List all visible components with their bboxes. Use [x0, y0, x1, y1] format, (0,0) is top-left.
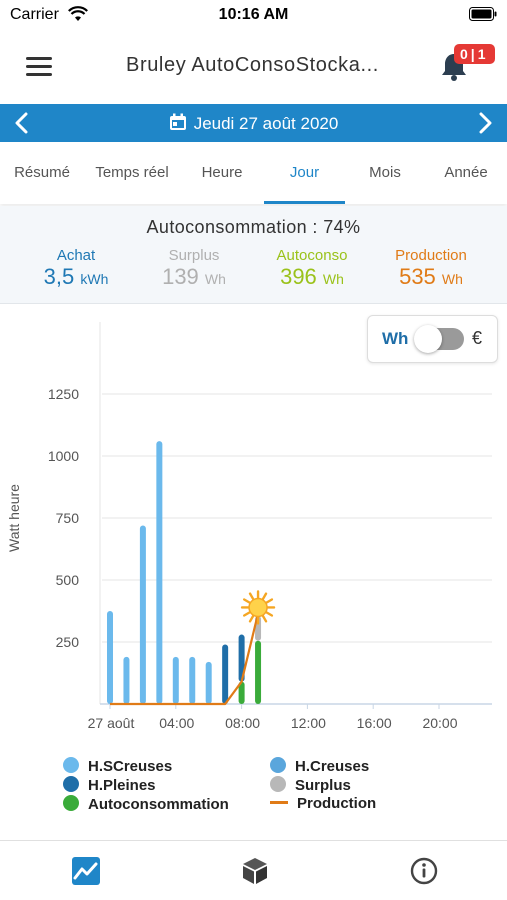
chevron-right-icon[interactable] [473, 110, 497, 136]
date-bar: Jeudi 27 août 2020 [0, 104, 507, 142]
stat-value: 3,5 [43, 264, 75, 289]
info-icon[interactable] [409, 856, 439, 886]
unit-switch[interactable] [414, 325, 464, 353]
sun-icon [240, 590, 276, 625]
legend-swatch [63, 757, 79, 773]
tab-mois[interactable]: Mois [369, 164, 401, 181]
x-tick-label: 16:00 [357, 715, 392, 731]
legend-item: Surplus [270, 776, 351, 794]
summary-panel: Autoconsommation : 74% Achat 3,5 kWh Sur… [0, 206, 507, 304]
y-tick-label: 250 [56, 634, 80, 650]
y-axis-label: Watt heure [6, 484, 22, 552]
unit-toggle: Wh € [367, 315, 498, 363]
stat-achat: Achat 3,5 kWh [16, 247, 136, 290]
menu-icon[interactable] [26, 57, 52, 77]
app-title: Bruley AutoConsoStocka... [126, 54, 379, 76]
stat-label: Autoconso [276, 247, 348, 264]
stat-value: 139 [162, 264, 199, 289]
bar-hscreuses [107, 611, 113, 704]
stat-autoconso: Autoconso 396 Wh [252, 247, 372, 290]
stat-surplus: Surplus 139 Wh [134, 247, 254, 290]
tab-heure[interactable]: Heure [201, 164, 243, 181]
legend-swatch [270, 757, 286, 773]
bar-autoconsommation [238, 681, 245, 704]
stat-label: Surplus [168, 247, 220, 264]
x-tick-label: 12:00 [291, 715, 326, 731]
wifi-icon [68, 6, 88, 21]
stat-unit: kWh [80, 271, 109, 287]
y-tick-label: 750 [56, 510, 80, 526]
tab-resume[interactable]: Résumé [14, 164, 70, 181]
bar-hscreuses [139, 525, 146, 704]
chevron-left-icon[interactable] [10, 110, 34, 136]
x-tick-label: 20:00 [422, 715, 457, 731]
legend-swatch [270, 776, 286, 792]
stat-value: 535 [399, 264, 436, 289]
period-tabs: Résumé Temps réel Heure Jour Mois Année [0, 142, 507, 204]
chart-legend: H.SCreuses H.Creuses H.Pleines Surplus A… [0, 755, 507, 815]
legend-label: H.Pleines [88, 777, 156, 794]
y-tick-label: 1000 [48, 448, 79, 464]
date-label: Jeudi 27 août 2020 [193, 114, 339, 133]
bar-hscreuses [189, 656, 196, 704]
bar-hscreuses [205, 661, 212, 704]
date-selector[interactable]: Jeudi 27 août 2020 [0, 113, 507, 134]
legend-item: Production [270, 795, 376, 812]
stat-label: Achat [56, 247, 96, 264]
autoconsumption-title: Autoconsommation : 74% [146, 217, 361, 237]
stat-production: Production 535 Wh [371, 247, 491, 290]
bar-autoconsommation [255, 640, 262, 704]
stat-unit: Wh [204, 271, 226, 287]
x-tick-label: 27 août [88, 715, 135, 731]
y-tick-label: 500 [56, 572, 80, 588]
toggle-label-wh: Wh [382, 329, 409, 348]
legend-swatch [270, 801, 288, 804]
x-tick-label: 04:00 [159, 715, 194, 731]
cube-icon[interactable] [240, 856, 270, 886]
legend-label: Production [297, 795, 377, 812]
stat-unit: Wh [441, 271, 463, 287]
stat-value: 396 [280, 264, 317, 289]
battery-icon [469, 7, 497, 21]
legend-item: H.SCreuses [63, 757, 172, 775]
legend-label: H.Creuses [295, 758, 370, 775]
status-bar: Carrier 10:16 AM [0, 0, 507, 30]
legend-item: H.Pleines [63, 776, 156, 794]
legend-swatch [63, 776, 79, 792]
carrier-label: Carrier [10, 6, 59, 23]
tab-temps-reel[interactable]: Temps réel [95, 164, 169, 181]
legend-label: H.SCreuses [88, 758, 173, 775]
production-line [110, 613, 260, 706]
y-tick-label: 1250 [48, 386, 79, 402]
bar-hscreuses [123, 656, 130, 704]
legend-item: H.Creuses [270, 757, 369, 775]
notification-badge: 0|1 [454, 44, 495, 64]
switch-knob [414, 325, 442, 353]
legend-label: Autoconsommation [88, 796, 229, 813]
x-tick-label: 08:00 [225, 715, 260, 731]
legend-label: Surplus [295, 777, 351, 794]
calendar-icon [169, 113, 186, 130]
tab-annee[interactable]: Année [444, 164, 488, 181]
app-header: Bruley AutoConsoStocka... 0|1 [0, 30, 507, 102]
bottom-navigation [0, 840, 507, 900]
legend-swatch [63, 795, 79, 811]
stat-label: Production [395, 247, 467, 264]
tab-jour[interactable]: Jour [264, 142, 345, 204]
bar-hscreuses [156, 441, 163, 704]
toggle-label-euro: € [472, 328, 483, 348]
bar-hpleines [222, 644, 229, 704]
stat-unit: Wh [322, 271, 344, 287]
legend-item: Autoconsommation [63, 795, 229, 813]
energy-chart: 1250 1000 750 500 250 Watt heure 27 août 04:00 0… [6, 322, 492, 731]
status-time: 10:16 AM [218, 6, 289, 23]
chart-icon[interactable] [71, 856, 101, 886]
bar-hscreuses [172, 656, 179, 704]
bar-hpleines [238, 634, 245, 682]
